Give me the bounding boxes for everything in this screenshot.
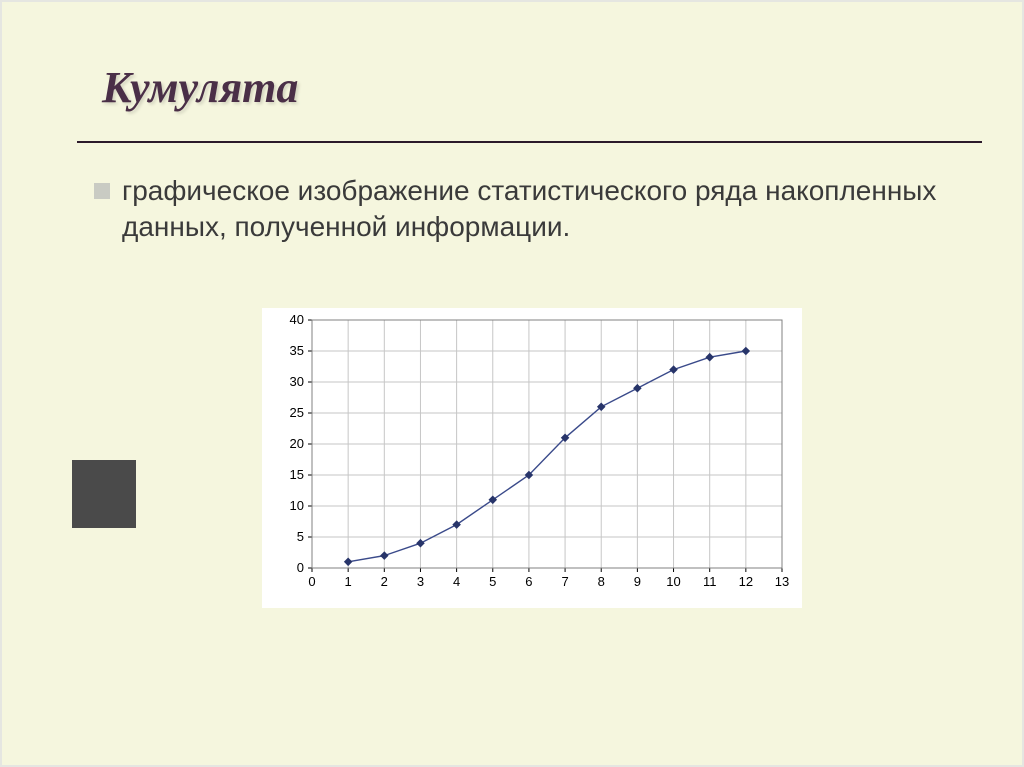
ytick-label: 10 <box>262 498 304 513</box>
cumulative-chart: 0510152025303540012345678910111213 <box>262 308 802 608</box>
page-title: Кумулята <box>102 62 1022 113</box>
ytick-label: 30 <box>262 374 304 389</box>
body-text: графическое изображение статистического … <box>122 173 962 246</box>
xtick-label: 4 <box>445 574 469 589</box>
ytick-label: 25 <box>262 405 304 420</box>
chart-svg <box>262 308 802 608</box>
ytick-label: 5 <box>262 529 304 544</box>
ytick-label: 20 <box>262 436 304 451</box>
xtick-label: 10 <box>662 574 686 589</box>
body-text-content: графическое изображение статистического … <box>122 175 936 242</box>
xtick-label: 0 <box>300 574 324 589</box>
slide: Кумулята графическое изображение статист… <box>0 0 1024 767</box>
xtick-label: 13 <box>770 574 794 589</box>
xtick-label: 12 <box>734 574 758 589</box>
xtick-label: 8 <box>589 574 613 589</box>
ytick-label: 15 <box>262 467 304 482</box>
ytick-label: 35 <box>262 343 304 358</box>
xtick-label: 2 <box>372 574 396 589</box>
xtick-label: 7 <box>553 574 577 589</box>
xtick-label: 11 <box>698 574 722 589</box>
xtick-label: 3 <box>408 574 432 589</box>
xtick-label: 1 <box>336 574 360 589</box>
title-underline <box>77 141 982 143</box>
ytick-label: 40 <box>262 312 304 327</box>
accent-bar <box>72 460 136 528</box>
xtick-label: 9 <box>625 574 649 589</box>
bullet-icon <box>94 183 110 199</box>
xtick-label: 5 <box>481 574 505 589</box>
xtick-label: 6 <box>517 574 541 589</box>
ytick-label: 0 <box>262 560 304 575</box>
